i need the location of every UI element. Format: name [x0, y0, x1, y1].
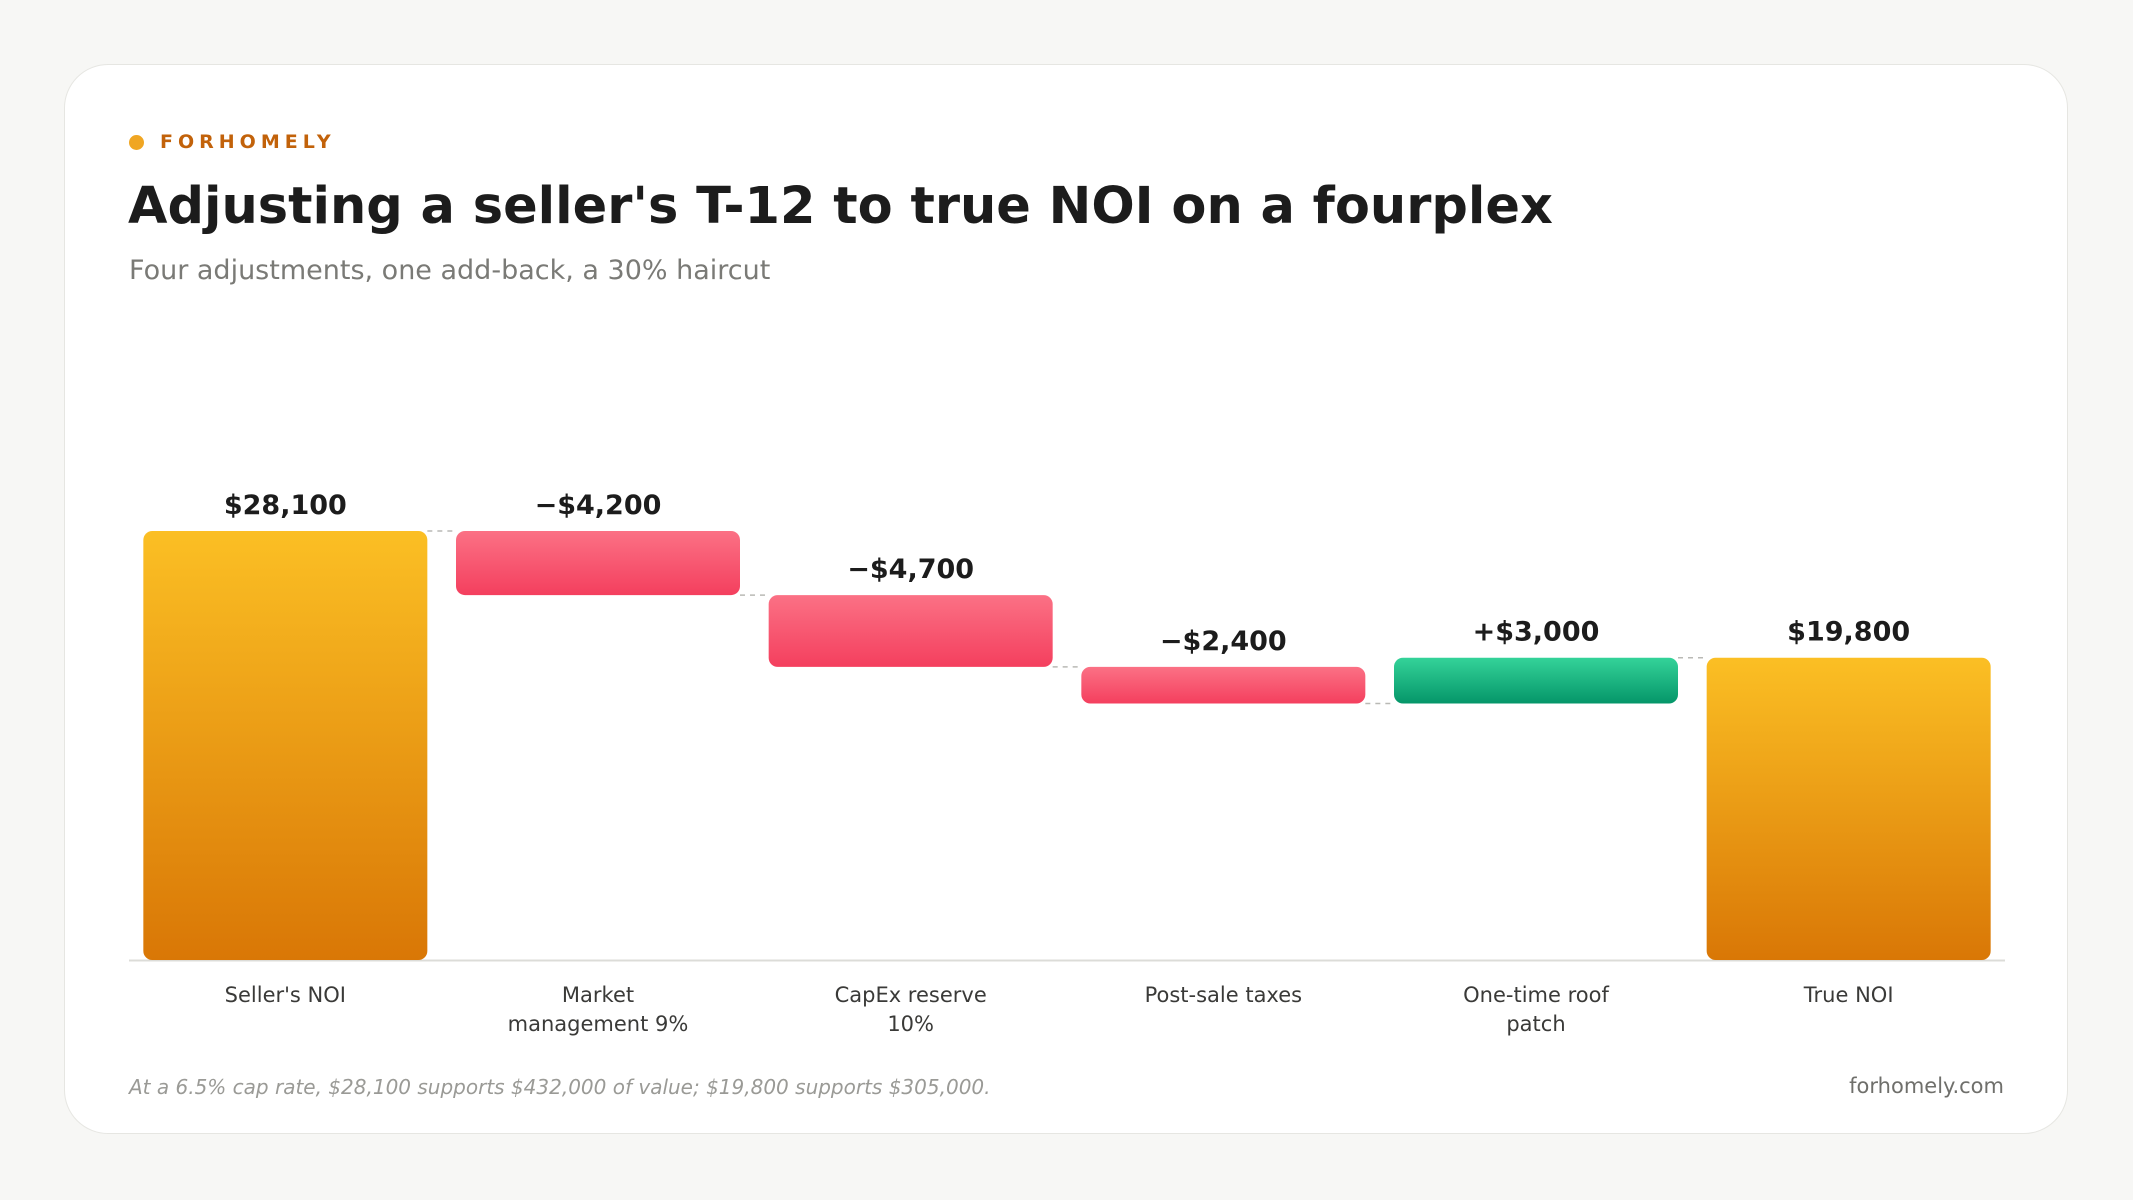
- bar-2: [768, 595, 1053, 667]
- bar-value-label-3: −$2,400: [1160, 626, 1287, 657]
- brand-dot-icon: [129, 134, 144, 150]
- category-label-5: True NOI: [1803, 983, 1894, 1007]
- brand-name: FORHOMELY: [160, 131, 336, 153]
- bar-5: [1706, 657, 1991, 960]
- bar-1: [456, 531, 740, 596]
- chart-card: FORHOMELY Adjusting a seller's T-12 to t…: [64, 64, 2068, 1134]
- bar-value-label-5: $19,800: [1787, 617, 1910, 648]
- bar-value-label-2: −$4,700: [847, 554, 974, 585]
- category-label-4: One-time roof patch: [1463, 983, 1609, 1036]
- bar-0: [143, 531, 428, 960]
- page-title: Adjusting a seller's T-12 to true NOI on…: [128, 177, 1553, 236]
- bar-4: [1394, 657, 1678, 704]
- bar-value-label-0: $28,100: [224, 490, 347, 521]
- brand: FORHOMELY: [129, 131, 336, 153]
- waterfall-chart: $28,100 Seller's NOI −$4,200 Market manageme…: [129, 490, 2005, 1036]
- category-label-3: Post-sale taxes: [1145, 983, 1303, 1007]
- category-label-1: Market management 9%: [508, 983, 689, 1036]
- bar-value-label-4: +$3,000: [1473, 617, 1600, 648]
- bar-value-label-1: −$4,200: [535, 490, 662, 521]
- page-subtitle: Four adjustments, one add-back, a 30% ha…: [129, 255, 771, 286]
- category-label-2: CapEx reserve 10%: [835, 983, 987, 1036]
- category-label-0: Seller's NOI: [225, 983, 346, 1007]
- footnote: At a 6.5% cap rate, $28,100 supports $43…: [129, 1075, 991, 1099]
- bar-3: [1081, 666, 1366, 704]
- site-link[interactable]: forhomely.com: [1849, 1074, 2004, 1098]
